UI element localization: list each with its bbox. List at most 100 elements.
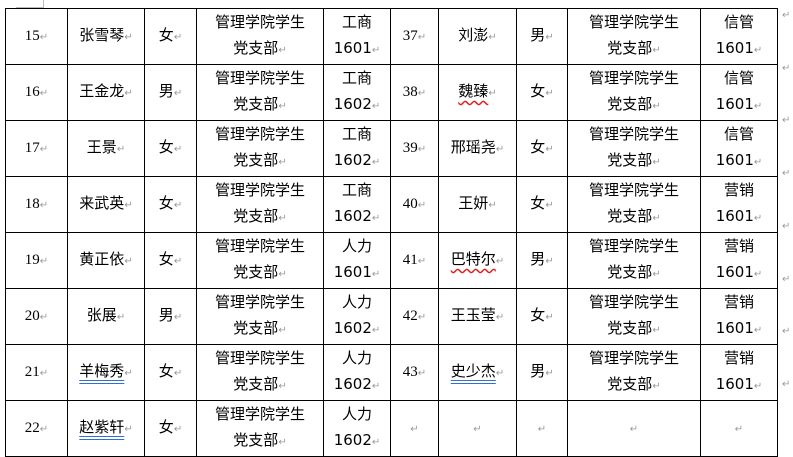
paragraph-mark: ↵ [371,45,381,56]
paragraph-mark: ↵ [495,368,505,379]
left-branch-cell[interactable]: 管理学院学生 党支部↵ [196,120,324,177]
left-name-cell[interactable]: 羊梅秀↵ [67,344,145,401]
right-name-cell[interactable]: 王玉莹↵ [438,288,517,345]
paragraph-mark: ↵ [488,88,497,99]
left-gender-cell[interactable]: 女↵ [144,120,197,177]
right-number-cell[interactable]: 41↵ [390,232,439,289]
right-class-cell[interactable]: 信管 1601↵ [700,64,778,121]
left-class-cell[interactable]: 工商 1602↵ [323,64,391,121]
right-class-cell-line1: 营销 [723,181,754,199]
left-class-cell-line1: 工商 [341,69,372,87]
right-name-cell[interactable]: 巴特尔↵ [438,232,517,289]
right-class-cell[interactable]: 信管 1601↵ [700,120,778,177]
right-number-cell[interactable]: 43↵ [390,344,439,401]
left-branch-cell[interactable]: 管理学院学生 党支部↵ [196,400,324,457]
left-class-cell[interactable]: 工商 1602↵ [323,176,391,233]
right-gender-cell[interactable]: 女↵ [516,120,568,177]
right-number-cell[interactable]: ↵ [390,400,439,457]
left-branch-cell[interactable]: 管理学院学生 党支部↵ [196,232,324,289]
right-class-cell[interactable]: 营销 1601↵ [700,176,778,233]
right-class-cell[interactable]: 信管 1601↵ [700,8,778,65]
left-name-cell[interactable]: 张雪琴↵ [67,8,145,65]
right-class-cell[interactable]: ↵ [700,400,778,457]
right-name-cell[interactable]: 刘澎↵ [438,8,517,65]
right-class-cell[interactable]: 营销 1601↵ [700,288,778,345]
left-name-cell[interactable]: 张展↵ [67,288,145,345]
left-class-cell[interactable]: 工商 1602↵ [323,120,391,177]
right-gender-cell[interactable]: 男↵ [516,344,568,401]
left-name-cell[interactable]: 黄正依↵ [67,232,145,289]
left-class-cell[interactable]: 人力 1602↵ [323,400,391,457]
right-branch-cell[interactable]: 管理学院学生 党支部↵ [567,120,701,177]
left-number-cell[interactable]: 20↵ [5,288,68,345]
left-class-cell[interactable]: 工商 1601↵ [323,8,391,65]
right-branch-cell[interactable]: 管理学院学生 党支部↵ [567,344,701,401]
left-number-cell[interactable]: 21↵ [5,344,68,401]
right-number-cell[interactable]: 42↵ [390,288,439,345]
right-number-cell[interactable]: 39↵ [390,120,439,177]
left-number-cell[interactable]: 18↵ [5,176,68,233]
right-gender-cell[interactable]: 男↵ [516,232,568,289]
right-branch-cell[interactable]: ↵ [567,400,701,457]
row-end-mark: ↵ [782,115,791,127]
left-branch-cell[interactable]: 管理学院学生 党支部↵ [196,344,324,401]
right-number-cell[interactable]: 40↵ [390,176,439,233]
right-branch-cell[interactable]: 管理学院学生 党支部↵ [567,8,701,65]
left-branch-cell[interactable]: 管理学院学生 党支部↵ [196,176,324,233]
right-gender-cell[interactable]: 女↵ [516,176,568,233]
right-gender-cell[interactable]: 女↵ [516,288,568,345]
left-branch-cell-line2: 党支部 [233,319,279,337]
right-name-cell[interactable]: 史少杰↵ [438,344,517,401]
left-name-cell[interactable]: 赵紫轩↵ [67,400,145,457]
table-row: 22↵ 赵紫轩↵ 女↵ 管理学院学生 党支部↵ 人力 1602↵ ↵ ↵ ↵ ↵ ↵ [5,400,778,457]
left-number-cell[interactable]: 15↵ [5,8,68,65]
left-gender-cell[interactable]: 女↵ [144,176,197,233]
left-number-cell[interactable]: 19↵ [5,232,68,289]
left-name-cell[interactable]: 王金龙↵ [67,64,145,121]
table-row: 21↵ 羊梅秀↵ 女↵ 管理学院学生 党支部↵ 人力 1602↵ 43↵ 史少杰↵ 男↵ 管理学院学… [5,344,778,401]
right-branch-cell[interactable]: 管理学院学生 党支部↵ [567,64,701,121]
right-branch-cell[interactable]: 管理学院学生 党支部↵ [567,232,701,289]
paragraph-mark: ↵ [652,325,661,336]
left-number-cell[interactable]: 22↵ [5,400,68,457]
left-gender-cell[interactable]: 女↵ [144,400,197,457]
right-name-cell[interactable]: 魏臻↵ [438,64,517,121]
right-class-cell[interactable]: 营销 1601↵ [700,344,778,401]
paragraph-mark: ↵ [410,423,419,435]
left-branch-cell-line1: 管理学院学生 [214,237,305,255]
right-name-cell[interactable]: 王妍↵ [438,176,517,233]
table-row: 17↵ 王景↵ 女↵ 管理学院学生 党支部↵ 工商 1602↵ 39↵ 邢瑶尧↵ 女↵ 管理学院学生… [5,120,778,177]
right-class-cell[interactable]: 营销 1601↵ [700,232,778,289]
left-number-cell[interactable]: 16↵ [5,64,68,121]
left-branch-cell[interactable]: 管理学院学生 党支部↵ [196,8,324,65]
left-class-cell[interactable]: 人力 1601↵ [323,232,391,289]
right-number-cell-text: 39 [402,139,418,156]
right-name-cell[interactable]: ↵ [438,400,517,457]
left-name-cell[interactable]: 来武英↵ [67,176,145,233]
right-branch-cell[interactable]: 管理学院学生 党支部↵ [567,176,701,233]
left-gender-cell[interactable]: 男↵ [144,288,197,345]
left-class-cell[interactable]: 人力 1602↵ [323,288,391,345]
right-number-cell-text: 43 [402,363,418,380]
right-branch-cell[interactable]: 管理学院学生 党支部↵ [567,288,701,345]
left-branch-cell[interactable]: 管理学院学生 党支部↵ [196,288,324,345]
right-number-cell[interactable]: 37↵ [390,8,439,65]
left-name-cell[interactable]: 王景↵ [67,120,145,177]
right-number-cell[interactable]: 38↵ [390,64,439,121]
right-gender-cell[interactable]: ↵ [516,400,568,457]
right-gender-cell-text: 女 [530,194,546,212]
left-class-cell-line1: 工商 [341,125,372,143]
left-class-cell[interactable]: 人力 1602↵ [323,344,391,401]
right-gender-cell[interactable]: 女↵ [516,64,568,121]
left-gender-cell[interactable]: 女↵ [144,232,197,289]
left-branch-cell[interactable]: 管理学院学生 党支部↵ [196,64,324,121]
left-gender-cell[interactable]: 女↵ [144,344,197,401]
right-name-cell[interactable]: 邢瑶尧↵ [438,120,517,177]
left-class-cell-line2: 1602 [333,431,372,449]
left-number-cell[interactable]: 17↵ [5,120,68,177]
paragraph-mark: ↵ [371,381,381,392]
left-gender-cell[interactable]: 女↵ [144,8,197,65]
left-gender-cell[interactable]: 男↵ [144,64,197,121]
right-gender-cell[interactable]: 男↵ [516,8,568,65]
left-gender-cell-text: 男 [158,306,174,324]
